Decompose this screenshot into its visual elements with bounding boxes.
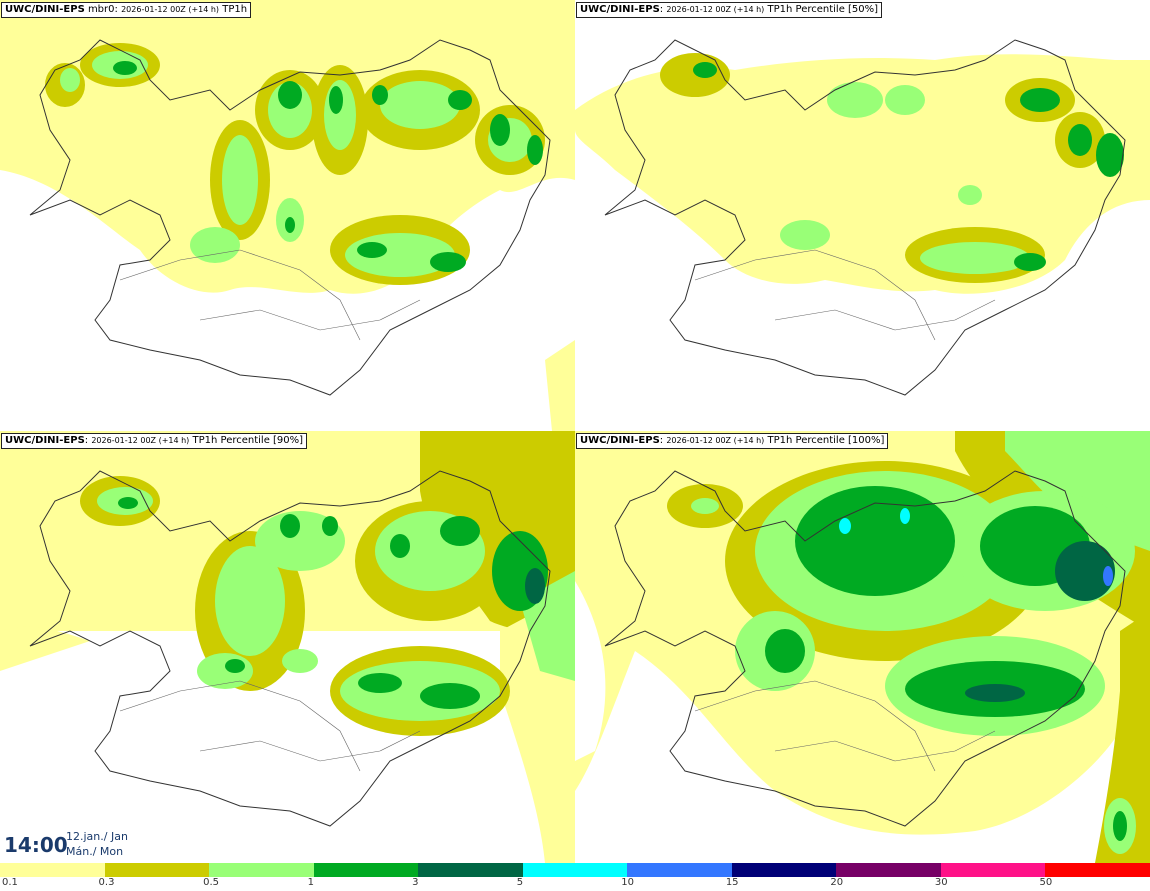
colorbar-tick-label: 50 [1039,877,1053,888]
product-name: TP1h Percentile [100%] [767,435,885,446]
colorbar-segment [209,863,315,877]
map-panel-member0: UWC/DINI-EPS mbr0: 2026-01-12 00Z (+14 h… [0,0,575,431]
colorbar-tick-label: 10 [621,877,634,888]
model-name: UWC/DINI-EPS [580,435,660,446]
panel-title: UWC/DINI-EPS: 2026-01-12 00Z (+14 h) TP1… [576,2,883,18]
colorbar-tick-label: 20 [830,877,844,888]
colorbar-segment [0,863,106,877]
precip-map-member0 [0,0,575,431]
panel-title: UWC/DINI-EPS mbr0: 2026-01-12 00Z (+14 h… [1,2,252,18]
colorbar-tick-label: 30 [934,877,948,888]
colorbar-tick-label: 5 [516,877,524,888]
model-name: UWC/DINI-EPS [5,435,85,446]
colorbar-tick-label: 0.5 [203,877,219,888]
colorbar-tick-label: 15 [725,877,739,888]
colorbar-segment [1045,863,1150,877]
member-name: mbr0 [84,4,115,15]
colorbar-tick-label: 3 [412,877,419,888]
map-panel-p50: UWC/DINI-EPS: 2026-01-12 00Z (+14 h) TP1… [575,0,1150,431]
colorbar-tick-label: 0.3 [98,877,115,888]
colorbar-segment [313,863,419,877]
valid-date-weekday: Mán./ Mon [66,845,124,858]
colorbar-tick-label: 1 [307,877,314,888]
map-panel-p90: UWC/DINI-EPS: 2026-01-12 00Z (+14 h) TP1… [0,431,575,863]
colorbar-segment [104,863,210,877]
colorbar-segment [627,863,733,877]
run-time: 2026-01-12 00Z (+14 h) [91,436,190,445]
product-name: TP1h Percentile [90%] [192,435,304,446]
valid-time: 14:00 [4,833,68,857]
panel-title: UWC/DINI-EPS: 2026-01-12 00Z (+14 h) TP1… [1,433,308,449]
colorbar-tick-label: 0.1 [2,877,18,888]
colorbar-tick-labels: 0.1 0.3 0.5 1 3 5 10 15 20 30 50 [0,877,1150,891]
map-panel-p100: UWC/DINI-EPS: 2026-01-12 00Z (+14 h) TP1… [575,431,1150,863]
colorbar-segment [836,863,942,877]
panel-title: UWC/DINI-EPS: 2026-01-12 00Z (+14 h) TP1… [576,433,889,449]
precip-map-p100 [575,431,1150,863]
precip-map-p50 [575,39,1150,396]
run-time: 2026-01-12 00Z (+14 h) [121,5,220,14]
precip-map-p90 [0,431,575,863]
precip-colorbar [0,863,1150,877]
run-time: 2026-01-12 00Z (+14 h) [666,5,765,14]
model-name: UWC/DINI-EPS [5,4,85,15]
colorbar-segment [940,863,1046,877]
colorbar-segment [418,863,524,877]
product-name: TP1h Percentile [50%] [767,4,879,15]
colorbar-segment [522,863,628,877]
run-time: 2026-01-12 00Z (+14 h) [666,436,765,445]
product-name: TP1h [222,4,248,15]
model-name: UWC/DINI-EPS [580,4,660,15]
colorbar-segment [731,863,837,877]
valid-time-box: 14:00 12.jan./ Jan Mán./ Mon [0,825,140,863]
valid-date-day: 12.jan./ Jan [66,830,128,843]
